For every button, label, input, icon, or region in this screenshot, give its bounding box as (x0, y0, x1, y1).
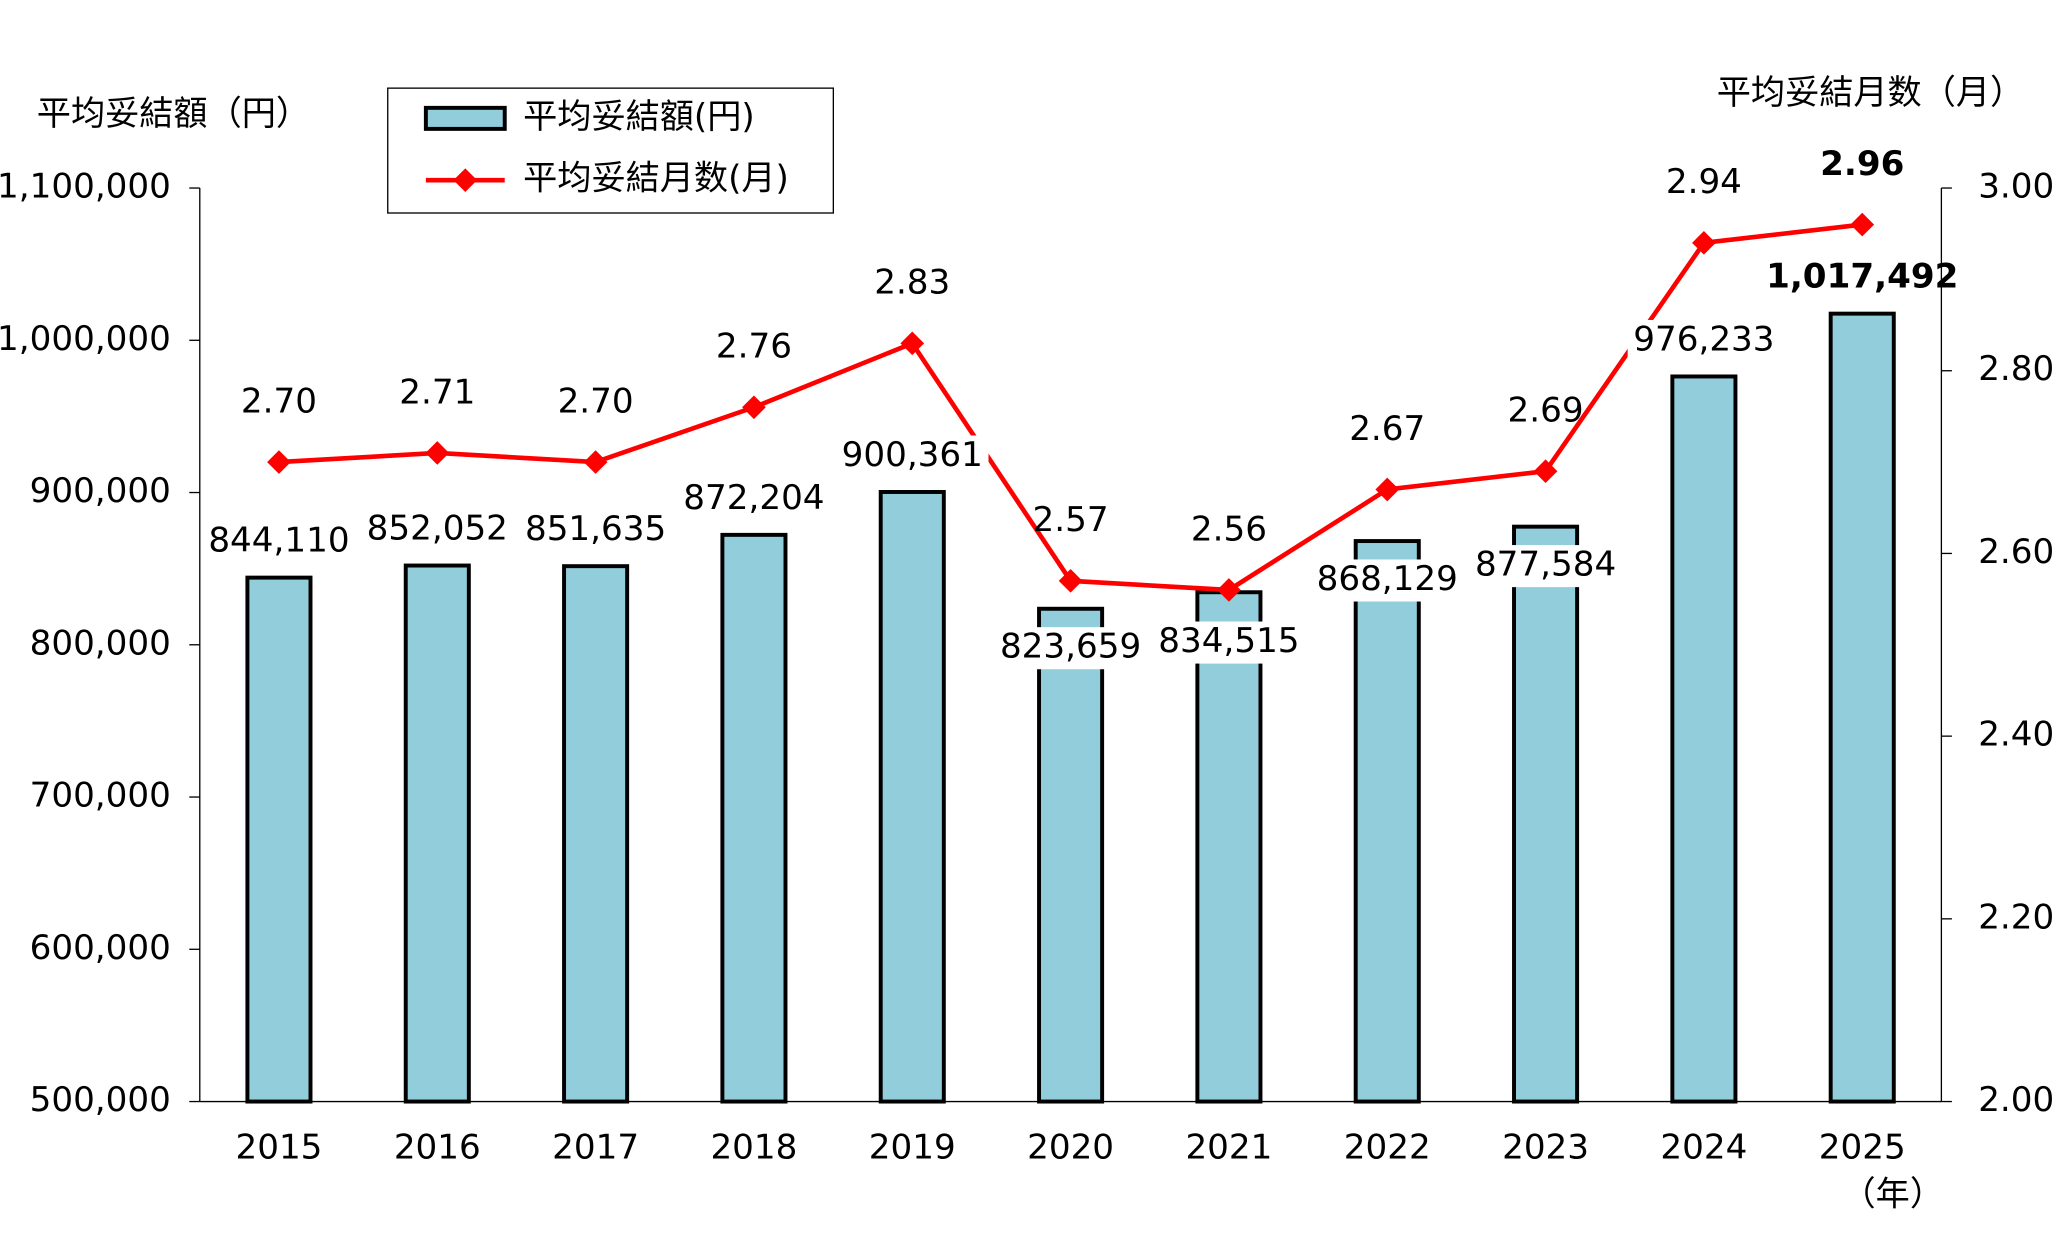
line-value-label: 2.76 (716, 327, 792, 367)
bar (878, 490, 946, 1104)
bar (245, 575, 313, 1104)
line-value-label: 2.67 (1349, 409, 1425, 449)
bar-value-label: 852,052 (367, 509, 508, 549)
x-tick-label: 2022 (1344, 1127, 1431, 1167)
bar-value-label: 844,110 (208, 521, 349, 561)
line-value-label: 2.70 (241, 381, 317, 421)
x-tick-label: 2017 (552, 1127, 639, 1167)
bar (720, 532, 788, 1104)
line-marker (1533, 459, 1558, 484)
x-tick-label: 2025 (1819, 1127, 1906, 1167)
line-marker (1375, 477, 1400, 502)
value-label-bg (519, 509, 672, 552)
legend-marker (453, 168, 478, 192)
x-tick-label: 2018 (710, 1127, 797, 1167)
line-value-label: 2.71 (399, 372, 475, 412)
x-tick-label: 2020 (1027, 1127, 1114, 1167)
value-label-bg (1627, 319, 1781, 363)
bar (1195, 590, 1263, 1104)
line-marker (900, 331, 925, 356)
x-tick-label: 2019 (869, 1127, 956, 1167)
line-marker (742, 395, 766, 420)
line-value-label: 2.56 (1191, 509, 1267, 549)
bar-value-label: 834,515 (1158, 621, 1299, 661)
value-label-bg (202, 521, 356, 564)
bar (1670, 374, 1738, 1104)
bar-value-label: 872,204 (683, 478, 824, 518)
x-tick-label: 2021 (1185, 1127, 1272, 1167)
x-axis-unit: （年） (1842, 1175, 1944, 1215)
line-value-label: 2.96 (1820, 144, 1904, 184)
value-label-bg (1469, 545, 1622, 588)
bar (1037, 606, 1105, 1104)
legend-label: 平均妥結額(円) (523, 97, 755, 137)
bar (1353, 539, 1421, 1104)
bar-value-label: 976,233 (1633, 319, 1774, 359)
y-tick-label: 1,000,000 (0, 319, 171, 359)
bar-value-label: 877,584 (1475, 545, 1616, 585)
line-marker (1850, 212, 1875, 237)
y-tick-label: 500,000 (30, 1080, 171, 1120)
line-marker (425, 441, 450, 465)
line-value-label: 2.70 (558, 381, 634, 421)
x-tick-label: 2023 (1502, 1127, 1589, 1167)
bar-value-label: 823,659 (1000, 627, 1141, 667)
y2-axis-title: 平均妥結月数（月） (1717, 73, 2024, 113)
bar (1512, 524, 1580, 1104)
line-value-label: 2.83 (874, 263, 950, 303)
x-tick-label: 2015 (235, 1127, 322, 1167)
line-value-label: 2.94 (1666, 162, 1742, 202)
bar-value-label: 900,361 (842, 435, 983, 475)
line-marker (267, 450, 291, 474)
line-value-label: 2.57 (1033, 500, 1109, 540)
x-tick-label: 2016 (394, 1127, 481, 1167)
line-marker (1058, 569, 1083, 593)
y-tick-label: 800,000 (30, 623, 171, 663)
legend-label: 平均妥結月数(月) (523, 159, 789, 199)
y2-tick-label: 2.80 (1978, 349, 2054, 389)
value-label-bg (836, 435, 989, 478)
y-tick-label: 600,000 (30, 928, 171, 968)
value-label-bg (1785, 257, 1939, 300)
line-marker (583, 450, 608, 474)
value-label-bg (994, 627, 1147, 670)
y2-tick-label: 3.00 (1978, 167, 2054, 207)
value-label-bg (1152, 621, 1306, 664)
bar (562, 564, 630, 1104)
bar-value-label: 868,129 (1317, 559, 1458, 599)
bar-value-label: 851,635 (525, 509, 666, 549)
y2-tick-label: 2.40 (1978, 715, 2054, 755)
value-label-bg (361, 509, 514, 552)
y2-tick-label: 2.20 (1978, 897, 2054, 937)
value-label-bg (677, 478, 831, 521)
bar (403, 563, 471, 1104)
bar (1828, 311, 1896, 1104)
bar-value-label: 1,017,492 (1766, 257, 1958, 297)
y-axis-title: 平均妥結額（円） (37, 94, 310, 134)
x-tick-label: 2024 (1660, 1127, 1747, 1167)
y2-tick-label: 2.00 (1978, 1080, 2054, 1120)
line-value-label: 2.69 (1508, 391, 1584, 431)
legend-bar-swatch (423, 105, 507, 131)
line-marker (1692, 231, 1716, 255)
y2-tick-label: 2.60 (1978, 532, 2054, 572)
value-label-bg (1311, 559, 1464, 602)
y-tick-label: 1,100,000 (0, 167, 171, 207)
y-tick-label: 900,000 (30, 471, 171, 511)
y-tick-label: 700,000 (30, 776, 171, 816)
